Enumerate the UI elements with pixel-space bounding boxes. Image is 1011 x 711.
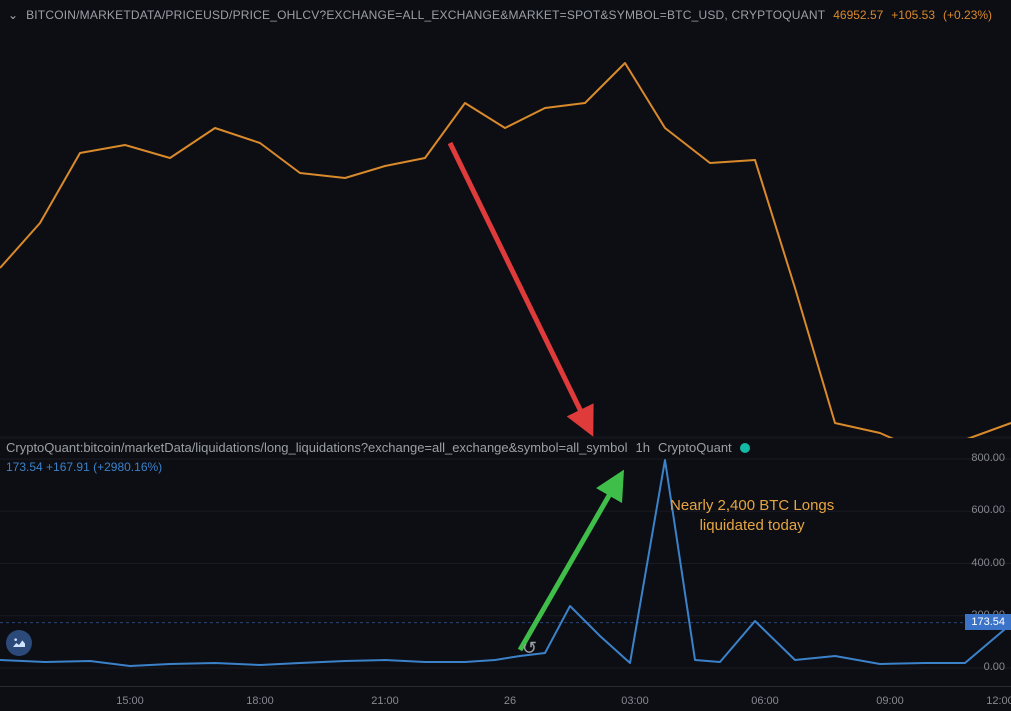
top-chart-change: +105.53: [891, 8, 935, 22]
liquidation-annotation: Nearly 2,400 BTC Longs liquidated today: [670, 496, 834, 537]
top-chart-title: BITCOIN/MARKETDATA/PRICEUSD/PRICE_OHLCV?…: [26, 8, 825, 22]
x-axis-label: 18:00: [246, 695, 274, 707]
liquidations-chart-svg: [0, 438, 1011, 686]
x-axis-label: 09:00: [876, 695, 904, 707]
top-chart-change-pct: (+0.23%): [943, 8, 992, 22]
y-axis-label: 0.00: [984, 661, 1005, 673]
undo-icon[interactable]: ↺: [522, 638, 537, 659]
collapse-chevron-icon[interactable]: ⌄: [8, 8, 18, 22]
y-axis-label: 600.00: [971, 504, 1005, 516]
x-axis-label: 15:00: [116, 695, 144, 707]
y-axis-label: 400.00: [971, 557, 1005, 569]
down-arrow-annotation: [450, 143, 588, 426]
price-chart-panel[interactable]: [0, 28, 1011, 438]
up-arrow-annotation: [520, 480, 618, 650]
time-axis: 15:00 18:00 21:00 26 03:00 06:00 09:00 12:00: [0, 686, 1011, 711]
current-value-tag: 173.54: [965, 614, 1011, 630]
price-chart-svg: [0, 28, 1011, 438]
liquidations-chart-panel[interactable]: CryptoQuant:bitcoin/marketData/liquidati…: [0, 438, 1011, 686]
x-axis-label: 21:00: [371, 695, 399, 707]
top-chart-value: 46952.57: [833, 8, 883, 22]
x-axis-label: 03:00: [621, 695, 649, 707]
x-axis-label: 12:00: [986, 695, 1011, 707]
x-axis-label: 26: [504, 695, 516, 707]
y-axis-label: 800.00: [971, 452, 1005, 464]
x-axis-label: 06:00: [751, 695, 779, 707]
chart-container: { "top": { "title": "BITCOIN/MARKETDATA/…: [0, 0, 1011, 711]
top-chart-header: ⌄ BITCOIN/MARKETDATA/PRICEUSD/PRICE_OHLC…: [8, 6, 1003, 24]
chart-settings-icon[interactable]: [6, 630, 32, 656]
